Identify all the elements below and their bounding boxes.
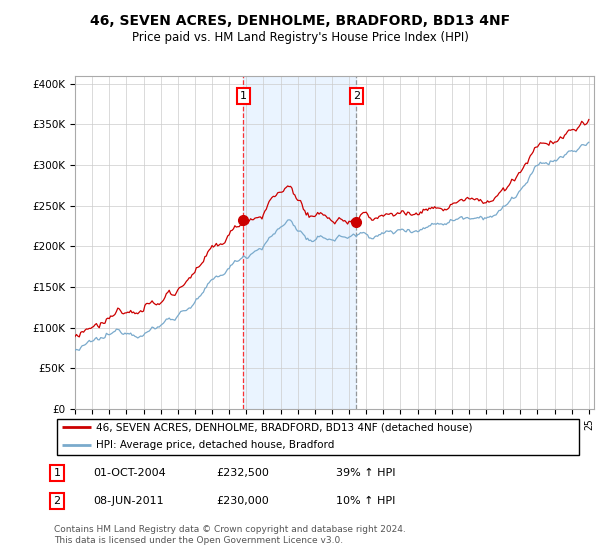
- FancyBboxPatch shape: [56, 419, 580, 455]
- Text: 1: 1: [53, 468, 61, 478]
- Text: £230,000: £230,000: [216, 496, 269, 506]
- Text: 46, SEVEN ACRES, DENHOLME, BRADFORD, BD13 4NF: 46, SEVEN ACRES, DENHOLME, BRADFORD, BD1…: [90, 14, 510, 28]
- Text: 10% ↑ HPI: 10% ↑ HPI: [336, 496, 395, 506]
- Text: 2: 2: [53, 496, 61, 506]
- Text: This data is licensed under the Open Government Licence v3.0.: This data is licensed under the Open Gov…: [54, 536, 343, 545]
- Text: 39% ↑ HPI: 39% ↑ HPI: [336, 468, 395, 478]
- Bar: [244, 76, 356, 409]
- Text: Contains HM Land Registry data © Crown copyright and database right 2024.: Contains HM Land Registry data © Crown c…: [54, 525, 406, 534]
- Text: 2: 2: [353, 91, 360, 101]
- Text: Price paid vs. HM Land Registry's House Price Index (HPI): Price paid vs. HM Land Registry's House …: [131, 31, 469, 44]
- Text: 01-OCT-2004: 01-OCT-2004: [93, 468, 166, 478]
- Text: 1: 1: [240, 91, 247, 101]
- Text: 46, SEVEN ACRES, DENHOLME, BRADFORD, BD13 4NF (detached house): 46, SEVEN ACRES, DENHOLME, BRADFORD, BD1…: [96, 422, 473, 432]
- Text: HPI: Average price, detached house, Bradford: HPI: Average price, detached house, Brad…: [96, 440, 335, 450]
- Text: 08-JUN-2011: 08-JUN-2011: [93, 496, 164, 506]
- Text: £232,500: £232,500: [216, 468, 269, 478]
